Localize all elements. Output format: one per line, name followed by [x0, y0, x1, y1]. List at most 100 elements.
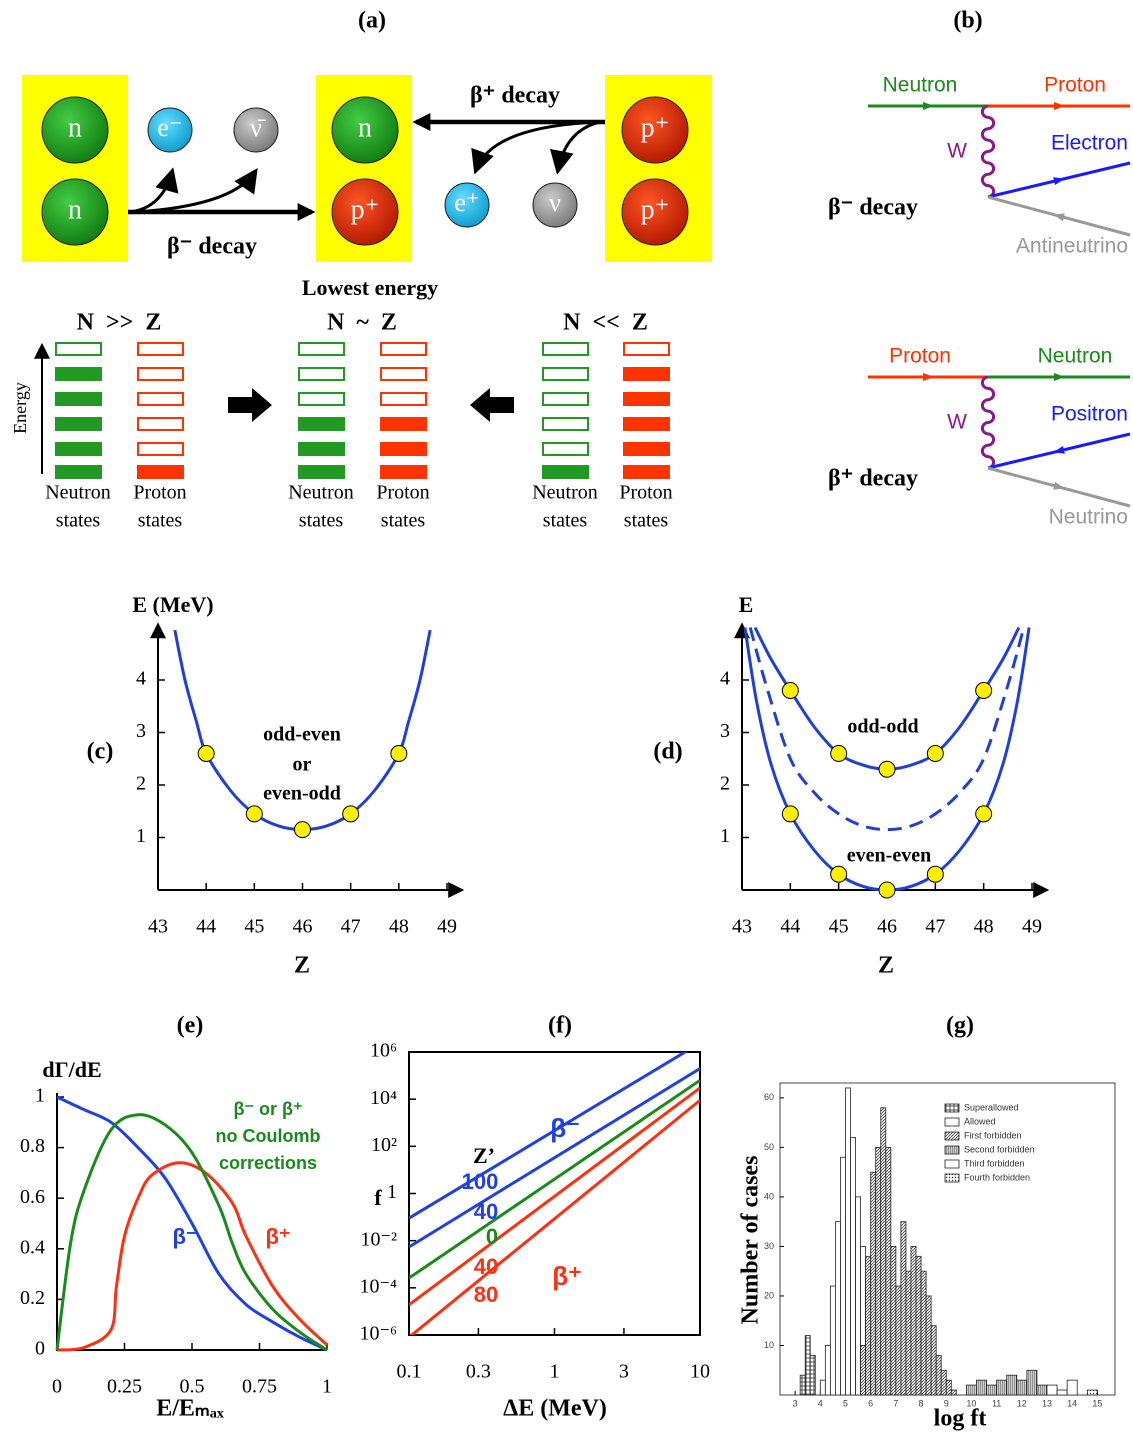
particle-label: Neutrino: [1049, 506, 1128, 529]
histogram-bar: [825, 1345, 830, 1395]
y-axis-label: Number of cases: [738, 1156, 764, 1325]
data-point: [391, 746, 407, 762]
y-tick-label: 4: [136, 668, 146, 690]
group-title: N >> Z: [77, 310, 162, 336]
histogram-bar: [951, 1390, 956, 1395]
states-label: states: [624, 510, 669, 532]
series-label: 40: [474, 1199, 498, 1224]
energy-state: [56, 443, 101, 455]
y-tick-label: 30: [764, 1241, 774, 1251]
energy-state: [138, 418, 183, 430]
states-label: Proton: [133, 482, 186, 504]
x-tick-label: 14: [1067, 1398, 1077, 1408]
energy-state: [299, 418, 344, 430]
histogram-bar: [976, 1380, 986, 1395]
states-label: Neutron: [288, 482, 354, 504]
x-tick-label: 44: [780, 916, 800, 938]
particle-label: Positron: [1051, 403, 1128, 426]
histogram-bar: [1007, 1375, 1017, 1395]
line-arrowhead: [1054, 102, 1065, 110]
x-tick-label: 46: [877, 916, 897, 938]
y-tick-label: 10⁻²: [360, 1228, 397, 1250]
x-axis-label: E/Eₘₐₓ: [156, 1396, 224, 1422]
x-tick-label: 10: [966, 1398, 976, 1408]
data-point: [831, 866, 847, 882]
energy-state: [543, 418, 588, 430]
plot-area: [409, 1043, 700, 1337]
x-tick-label: 46: [293, 916, 313, 938]
histogram-bar: [926, 1296, 931, 1395]
energy-state: [56, 343, 101, 355]
energy-state: [624, 343, 669, 355]
energy-state: [299, 443, 344, 455]
boson-label: W: [947, 140, 967, 163]
data-point: [343, 806, 359, 822]
energy-state: [138, 368, 183, 380]
y-tick-label: 4: [720, 668, 730, 690]
energy-state: [624, 418, 669, 430]
arrow: [135, 172, 255, 212]
histogram-bar: [941, 1370, 946, 1395]
y-tick-label: 1: [35, 1085, 45, 1107]
x-tick-label: 47: [341, 916, 361, 938]
legend-label: First forbidden: [964, 1130, 1022, 1140]
histogram-bar: [946, 1380, 951, 1395]
series-label: β⁻ or β⁺: [234, 1099, 303, 1119]
nucleon-label: p⁺: [641, 112, 670, 143]
line-arrowhead: [923, 373, 934, 381]
x-tick-label: 1: [550, 1361, 560, 1383]
histogram-bar: [906, 1271, 911, 1395]
y-tick-label: 0.2: [20, 1287, 45, 1309]
energy-state: [381, 418, 426, 430]
histogram-bar: [810, 1355, 815, 1395]
energy-state: [381, 393, 426, 405]
histogram-bar: [1067, 1380, 1077, 1395]
y-tick-label: 3: [720, 720, 730, 742]
x-tick-label: 13: [1042, 1398, 1052, 1408]
data-point: [927, 746, 943, 762]
y-axis-label: dΓ/dE: [42, 1057, 101, 1082]
histogram-bar: [881, 1108, 886, 1395]
states-label: states: [299, 510, 344, 532]
x-tick-label: 11: [992, 1398, 1001, 1408]
particle-label: Neutron: [1038, 345, 1113, 368]
panel-label: (a): [358, 8, 386, 34]
annotation: even-odd: [263, 783, 341, 805]
histogram-bar: [987, 1385, 997, 1395]
series-title: Z’: [473, 1143, 495, 1168]
histogram-bar: [1037, 1385, 1047, 1395]
x-tick-label: 45: [829, 916, 849, 938]
histogram-bar: [866, 1256, 871, 1395]
x-axis-label: Z: [294, 953, 310, 979]
histogram-bar: [820, 1380, 825, 1395]
annotation: odd-even: [263, 724, 341, 746]
legend-label: Second forbidden: [964, 1144, 1035, 1154]
w-boson: [982, 377, 993, 468]
x-tick-label: 4: [818, 1398, 823, 1408]
x-tick-label: 15: [1092, 1398, 1102, 1408]
histogram-bar: [1027, 1370, 1037, 1395]
series-label: 100: [462, 1169, 499, 1194]
lepton-label: ν: [549, 188, 561, 217]
particle-label: Neutron: [883, 74, 958, 97]
histogram-bar: [997, 1380, 1007, 1395]
energy-state: [299, 393, 344, 405]
states-label: Neutron: [532, 482, 598, 504]
energy-state: [624, 443, 669, 455]
legend-swatch: [945, 1146, 959, 1154]
x-tick-label: 8: [919, 1398, 924, 1408]
energy-state: [543, 466, 588, 478]
histogram-bar: [886, 1147, 891, 1395]
x-axis-label: log ft: [934, 1406, 987, 1432]
annotation: even-even: [847, 845, 931, 867]
histogram-bar: [936, 1355, 941, 1395]
energy-state: [56, 466, 101, 478]
energy-state: [543, 443, 588, 455]
panel-label: (b): [953, 8, 982, 34]
x-tick-label: 0: [52, 1376, 62, 1398]
nucleon-label: n: [68, 112, 82, 143]
nucleon-label: p⁺: [351, 194, 380, 225]
annotation: odd-odd: [847, 716, 918, 738]
series-label: 40: [474, 1254, 498, 1279]
histogram-bar: [851, 1137, 856, 1395]
